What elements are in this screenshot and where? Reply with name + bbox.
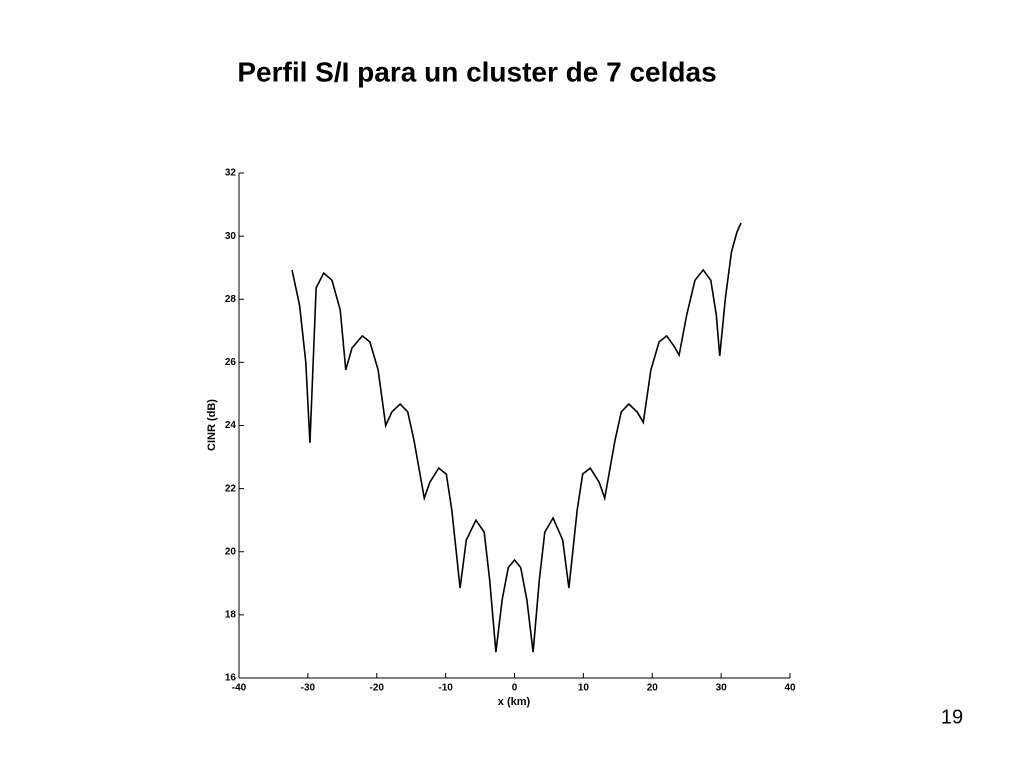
x-tick-label: 10 [578, 683, 590, 694]
y-tick-label: 22 [225, 483, 237, 494]
y-tick-label: 16 [225, 673, 237, 684]
x-tick-label: 20 [647, 683, 659, 694]
y-tick-label: 28 [225, 294, 237, 305]
x-tick-label: -40 [232, 683, 247, 694]
x-tick-label: 30 [716, 683, 728, 694]
x-tick-label: 0 [512, 683, 518, 694]
data-line [291, 222, 742, 653]
y-tick-label: 26 [225, 357, 237, 368]
x-tick-label: -10 [438, 683, 453, 694]
y-tick-label: 30 [225, 231, 237, 242]
x-axis-label: x (km) [498, 696, 531, 708]
x-tick-label: -30 [301, 683, 316, 694]
y-axis-label: CINR (dB) [206, 399, 218, 451]
y-tick-label: 18 [225, 610, 237, 621]
chart-title: Perfil S/I para un cluster de 7 celdas [237, 56, 716, 87]
x-tick-label: 40 [784, 683, 796, 694]
y-tick-label: 32 [225, 168, 237, 179]
y-tick-label: 20 [225, 546, 237, 557]
x-tick-label: -20 [370, 683, 385, 694]
y-tick-label: 24 [225, 420, 237, 431]
page-number: 19 [941, 706, 963, 728]
